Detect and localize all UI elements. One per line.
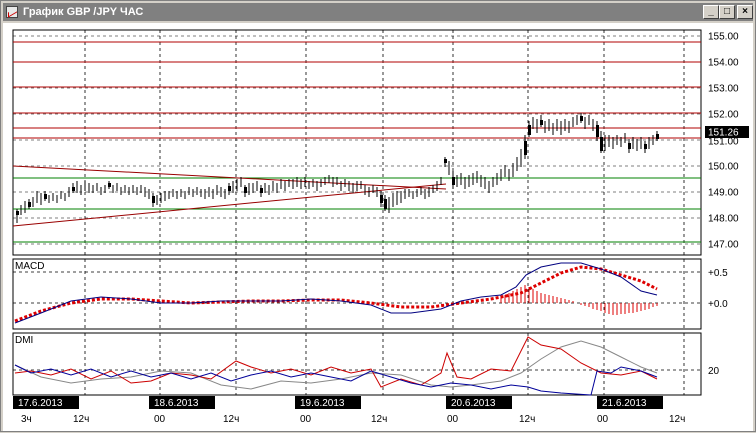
date-box — [597, 396, 663, 409]
support-lines[interactable] — [13, 177, 701, 243]
date-box — [149, 396, 215, 409]
maximize-button[interactable]: □ — [719, 5, 735, 19]
price-panel: 151.26 155.00 154.00 153.00 152.00 151.0… — [12, 29, 749, 256]
hour-label: 00 — [597, 414, 609, 425]
price-tick: 153.00 — [708, 84, 739, 95]
price-tick: 148.00 — [708, 214, 739, 225]
macd-label: MACD — [15, 261, 44, 272]
hour-label: 00 — [154, 414, 166, 425]
date-box — [13, 396, 79, 409]
price-tick: 151.00 — [708, 137, 739, 148]
macd-tick: +0.5 — [708, 268, 728, 279]
dmi-adx-line[interactable] — [14, 340, 658, 390]
close-button[interactable]: × — [737, 5, 753, 19]
date-box — [446, 396, 512, 409]
dmi-grid — [13, 333, 701, 395]
date-label: 19.6.2013 — [300, 398, 345, 409]
price-candles[interactable] — [16, 113, 659, 223]
hour-label: 12ч — [669, 414, 685, 425]
dmi-tick: 20 — [708, 366, 720, 377]
resistance-lines[interactable] — [13, 41, 701, 139]
date-label: 17.6.2013 — [18, 398, 63, 409]
date-label: 18.6.2013 — [154, 398, 199, 409]
price-tick: 154.00 — [708, 58, 739, 69]
dmi-label: DMI — [15, 335, 33, 346]
price-tick: 149.00 — [708, 188, 739, 199]
hour-label: 12ч — [223, 414, 239, 425]
price-grid-vertical — [84, 30, 685, 255]
hour-label: 12ч — [73, 414, 89, 425]
price-tick: 155.00 — [708, 32, 739, 43]
hour-label: 00 — [447, 414, 459, 425]
macd-tick: +0.0 — [708, 299, 728, 310]
time-axis: 17.6.2013 18.6.2013 19.6.2013 20.6.2013 … — [13, 396, 685, 425]
price-tick: 150.00 — [708, 162, 739, 173]
hour-label: 00 — [300, 414, 312, 425]
current-price-label: 151.26 — [708, 128, 739, 139]
hour-label: 12ч — [371, 414, 387, 425]
window-title: График GBP /JPY ЧАС — [23, 6, 144, 18]
title-bar[interactable]: График GBP /JPY ЧАС _ □ × — [3, 3, 753, 21]
macd-line[interactable] — [14, 262, 658, 324]
chart-app-icon — [6, 6, 18, 18]
date-box — [295, 396, 361, 409]
current-price-box — [705, 126, 749, 138]
trend-lines[interactable] — [12, 165, 447, 227]
dmi-panel: DMI 20 — [12, 332, 720, 396]
minimize-button[interactable]: _ — [703, 5, 719, 19]
price-axis: 155.00 154.00 153.00 152.00 151.00 150.0… — [708, 32, 739, 251]
dmi-minus-line[interactable] — [14, 336, 658, 388]
price-tick: 147.00 — [708, 240, 739, 251]
macd-signal-line[interactable] — [14, 265, 658, 323]
hour-label: 3ч — [21, 414, 32, 425]
hour-label: 12ч — [519, 414, 535, 425]
macd-panel: MACD +0.5 +0.0 — [12, 258, 728, 330]
dmi-plus-line[interactable] — [14, 364, 658, 396]
price-tick: 152.00 — [708, 110, 739, 121]
date-label: 21.6.2013 — [602, 398, 647, 409]
date-label: 20.6.2013 — [451, 398, 496, 409]
macd-histogram[interactable] — [500, 285, 658, 315]
